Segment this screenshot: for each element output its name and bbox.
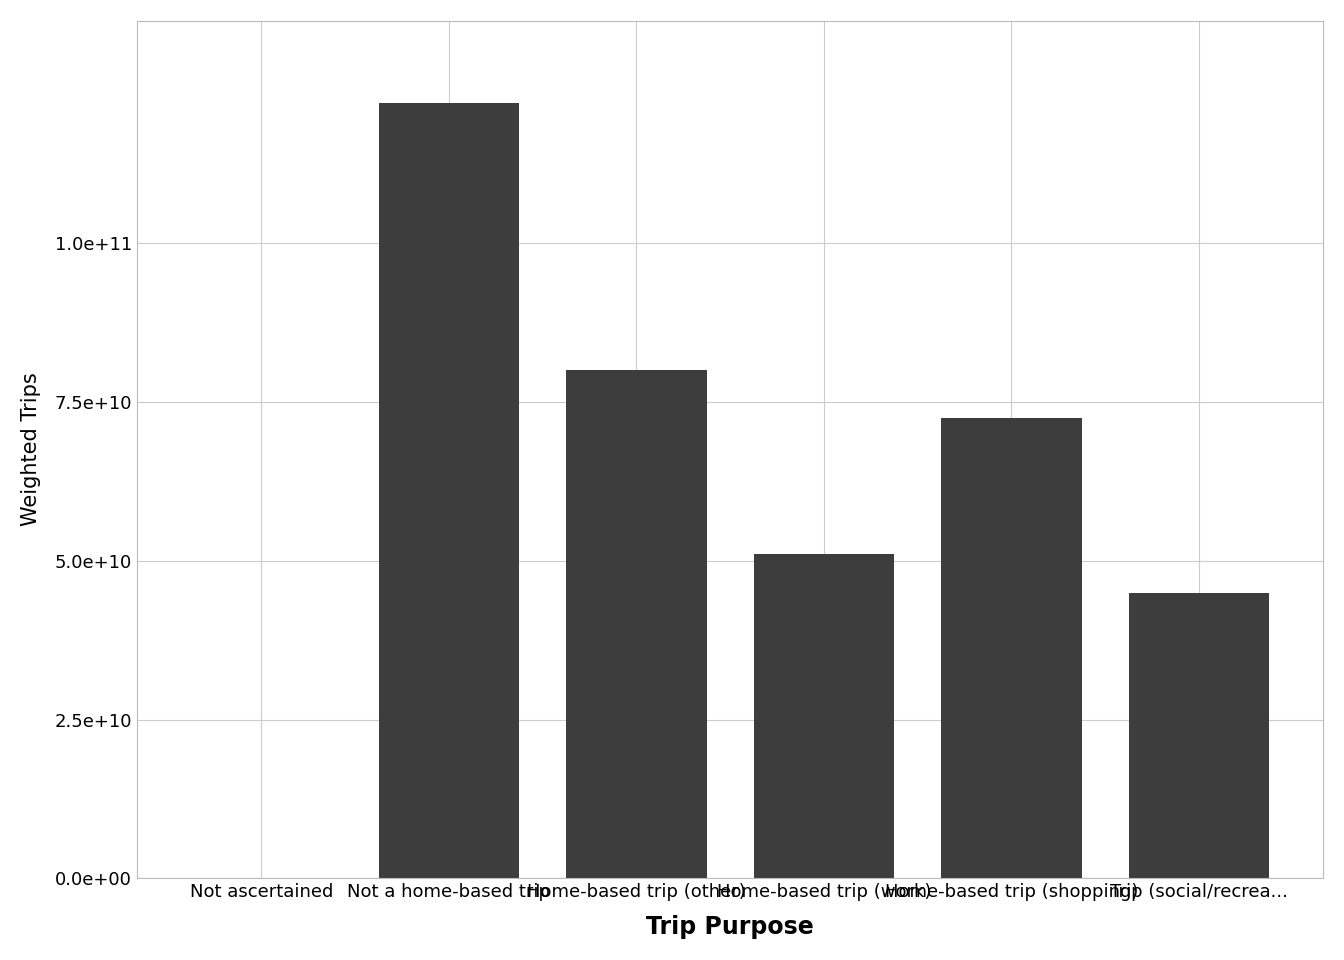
Bar [379, 104, 519, 878]
Bar [1129, 592, 1269, 878]
Bar [566, 371, 707, 878]
X-axis label: Trip Purpose: Trip Purpose [646, 915, 814, 939]
Bar [754, 555, 894, 878]
Bar [941, 418, 1082, 878]
Y-axis label: Weighted Trips: Weighted Trips [22, 372, 40, 526]
